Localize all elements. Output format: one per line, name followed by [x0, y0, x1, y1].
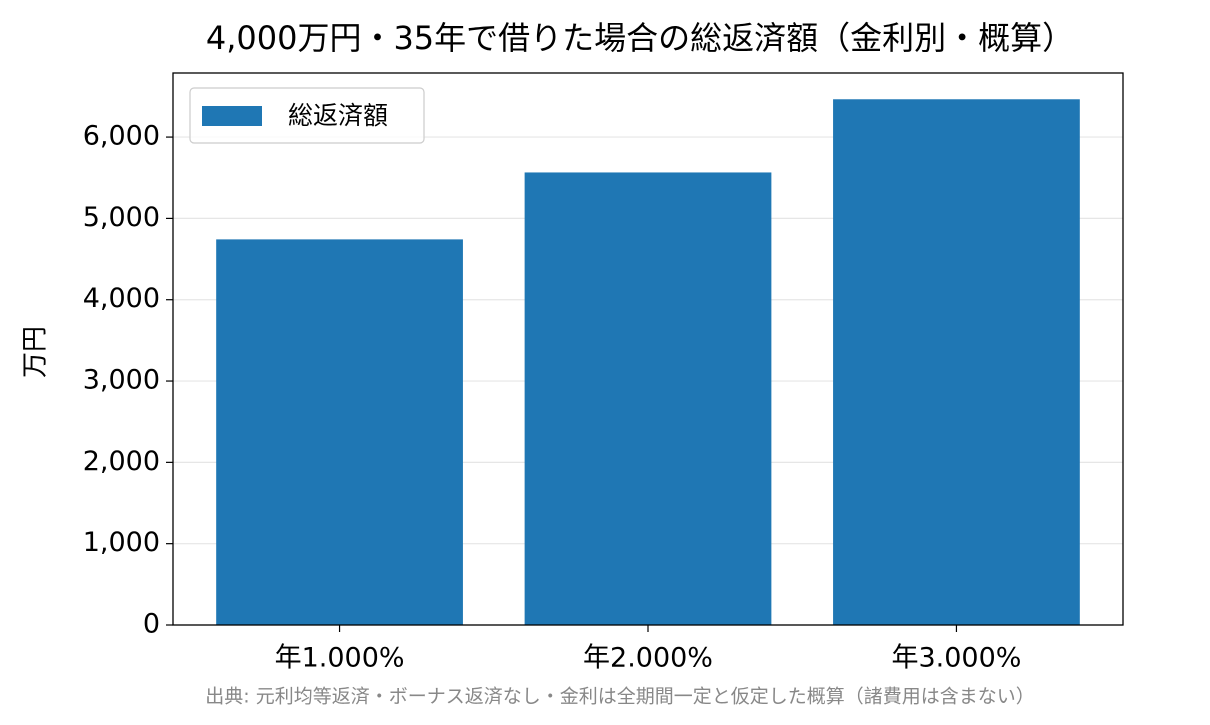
y-tick-label: 5,000: [83, 202, 160, 233]
y-tick-label: 4,000: [83, 283, 160, 314]
legend-swatch: [202, 106, 262, 126]
footnote: 出典: 元利均等返済・ボーナス返済なし・金利は全期間一定と仮定した概算（諸費用は…: [205, 686, 1034, 708]
y-tick-label: 3,000: [83, 365, 160, 396]
chart-title: 4,000万円・35年で借りた場合の総返済額（金利別・概算）: [206, 19, 1074, 57]
plot-frame: [172, 72, 1124, 626]
y-tick-label: 2,000: [83, 446, 160, 477]
y-axis-label: 万円: [21, 326, 51, 378]
bar: [216, 239, 463, 625]
x-tick-label: 年2.000%: [583, 643, 713, 674]
x-tick-label: 年1.000%: [275, 643, 405, 674]
y-tick-label: 1,000: [83, 527, 160, 558]
y-tick-label: 0: [143, 609, 160, 640]
x-tick-label: 年3.000%: [891, 643, 1021, 674]
y-tick-label: 6,000: [83, 121, 160, 152]
legend-label: 総返済額: [288, 101, 388, 130]
bar: [833, 99, 1080, 625]
legend-box: [189, 87, 425, 144]
bar: [524, 172, 772, 625]
